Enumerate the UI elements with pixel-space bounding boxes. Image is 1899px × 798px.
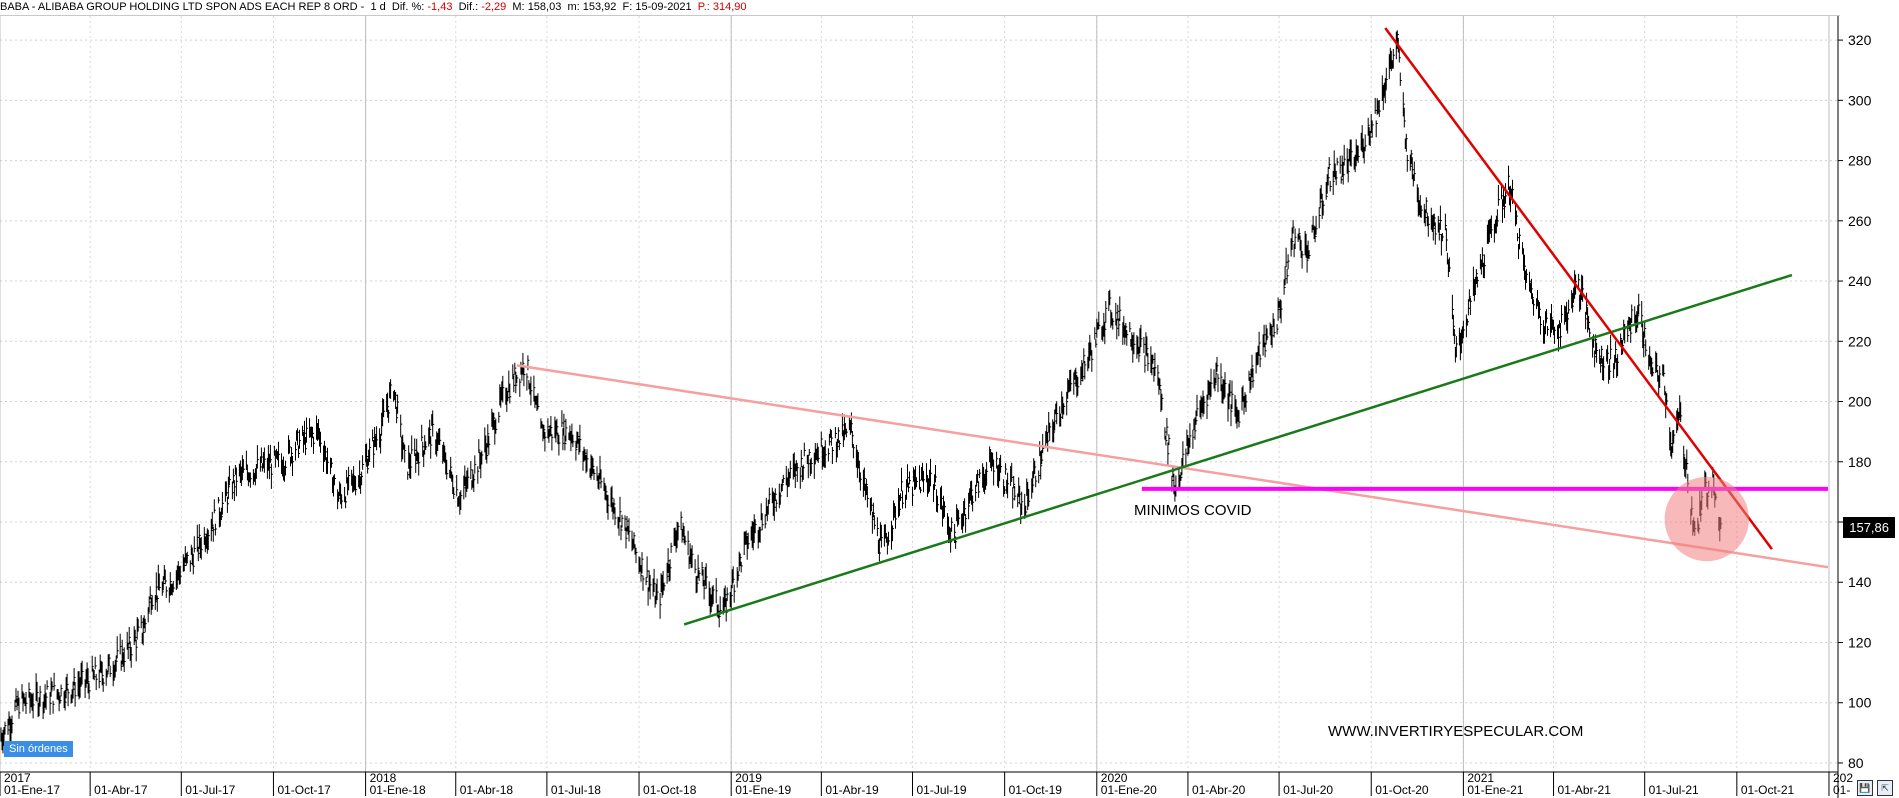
price-bars <box>0 30 1723 754</box>
year-label: 2017 <box>4 771 31 785</box>
x-tick-label: 01-Oct-18 <box>643 783 697 797</box>
y-tick-label: 140 <box>1848 574 1872 590</box>
highlight-circle <box>1664 476 1749 562</box>
x-tick-label: 01-Jul-21 <box>1649 783 1699 797</box>
x-tick-label: 01-Ene-18 <box>370 783 426 797</box>
resistance-line <box>1384 27 1773 550</box>
cursor-icon[interactable]: ⇱ <box>1877 780 1893 796</box>
x-tick-label: 01-Abr-18 <box>460 783 514 797</box>
dif-label: Dif.: <box>458 1 479 13</box>
chart-header: BABA - ALIBABA GROUP HOLDING LTD SPON AD… <box>0 0 1840 16</box>
instrument-title: BABA - ALIBABA GROUP HOLDING LTD SPON AD… <box>0 1 365 13</box>
y-tick-label: 260 <box>1848 213 1872 229</box>
x-tick-label: 01-Abr-21 <box>1558 783 1612 797</box>
date-value: 15-09-2021 <box>635 1 692 13</box>
x-tick-label: 01-Ene-21 <box>1467 783 1523 797</box>
support-line <box>683 273 1793 626</box>
y-tick-label: 320 <box>1848 32 1872 48</box>
min-label: m: <box>567 1 580 13</box>
covid-annotation: MINIMOS COVID <box>1134 502 1252 519</box>
x-tick-label: 01-Oct-19 <box>1009 783 1063 797</box>
y-tick-label: 280 <box>1848 153 1872 169</box>
trend-lines <box>516 27 1829 626</box>
bottom-toolbar: 💾 ⇱ <box>1857 780 1893 796</box>
price-value-text: 314,90 <box>712 1 747 13</box>
x-tick-label: 01-Abr-17 <box>94 783 148 797</box>
save-icon[interactable]: 💾 <box>1857 780 1873 796</box>
x-tick-label: 01-Oct-20 <box>1375 783 1429 797</box>
x-tick-label: 01-Jul-19 <box>916 783 966 797</box>
min-value: 153,92 <box>582 1 617 13</box>
timeframe-label: 1 d <box>370 1 386 13</box>
orders-status-badge[interactable]: Sin órdenes <box>4 741 73 757</box>
dif-value: -2,29 <box>481 1 507 13</box>
dif-pct-label: Dif. %: <box>391 1 425 13</box>
max-label: M: <box>512 1 525 13</box>
y-tick-label: 180 <box>1848 454 1872 470</box>
date-label: F: <box>622 1 633 13</box>
x-tick-label: 01-Ene-17 <box>4 783 60 797</box>
y-tick-label: 200 <box>1848 394 1872 410</box>
x-tick-label: 01-Oct-21 <box>1741 783 1795 797</box>
year-label: 2019 <box>735 771 762 785</box>
year-label: 2020 <box>1101 771 1128 785</box>
x-tick-label: 01-Oct-17 <box>277 783 331 797</box>
x-tick-label: 01-Ene-20 <box>1101 783 1157 797</box>
y-tick-label: 100 <box>1848 695 1872 711</box>
current-price-tag: 157,86 <box>1843 517 1895 539</box>
x-tick-label: 01-Jul-20 <box>1283 783 1333 797</box>
x-tick-label: 01-Abr-20 <box>1192 783 1246 797</box>
x-tick-label: 01-Ene-19 <box>735 783 791 797</box>
grid <box>0 16 1838 772</box>
price-label-text: P.: <box>697 1 710 13</box>
y-tick-label: 240 <box>1848 273 1872 289</box>
long-trend-line <box>516 364 1829 569</box>
y-tick-label: 220 <box>1848 333 1872 349</box>
x-tick-label: 01-Abr-19 <box>825 783 879 797</box>
y-tick-label: 80 <box>1848 755 1864 771</box>
year-label: 2021 <box>1467 771 1494 785</box>
price-series <box>0 30 1723 754</box>
dif-pct-value: -1,43 <box>427 1 453 13</box>
axes: 8010012014016018020022024026028030032001… <box>0 16 1872 798</box>
x-tick-label: 01- <box>1833 783 1850 797</box>
year-label: 202 <box>1833 771 1853 785</box>
max-value: 158,03 <box>527 1 562 13</box>
x-tick-label: 01-Jul-17 <box>185 783 235 797</box>
y-tick-label: 300 <box>1848 92 1872 108</box>
y-tick-label: 120 <box>1848 634 1872 650</box>
x-tick-label: 01-Jul-18 <box>551 783 601 797</box>
website-watermark: WWW.INVERTIRYESPECULAR.COM <box>1328 723 1583 740</box>
year-label: 2018 <box>370 771 397 785</box>
